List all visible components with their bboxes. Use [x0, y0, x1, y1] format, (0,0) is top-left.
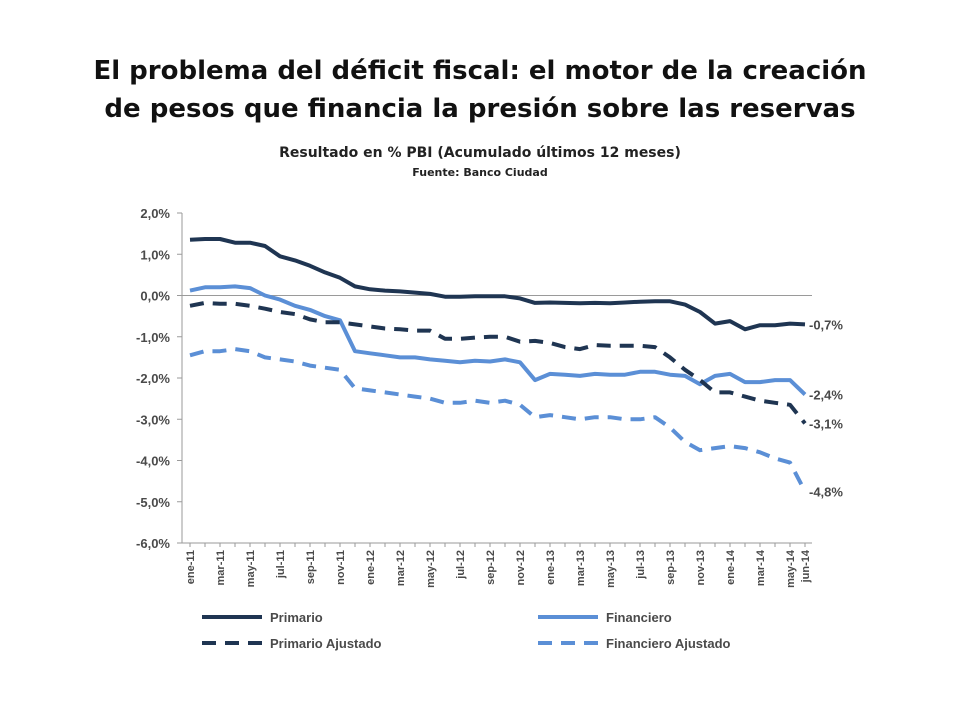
x-tick-label: ene-11 — [185, 550, 197, 584]
x-tick-label: may-14 — [785, 549, 797, 588]
chart-axes: 2,0% 1,0% 0,0% -1,0% -2,0% -3,0% -4,0% -5,0% -6,… — [136, 206, 812, 588]
chart-title-line-1: El problema del déficit fiscal: el motor… — [93, 56, 867, 86]
x-tick-label: jul-13 — [635, 550, 647, 580]
x-tick-label: may-13 — [605, 550, 617, 588]
y-tick-label: 1,0% — [140, 247, 170, 262]
end-value-label: -0,7% — [809, 317, 843, 332]
chart-legend: Primario Financiero Primario Ajustado Finan… — [202, 610, 731, 651]
x-tick-label: jul-11 — [275, 550, 287, 579]
x-tick-label: ene-12 — [365, 550, 377, 585]
x-tick-label: nov-11 — [335, 550, 347, 585]
chart-source: Fuente: Banco Ciudad — [412, 166, 548, 179]
chart-series-lines — [189, 237, 807, 493]
x-tick-label: sep-13 — [665, 550, 677, 585]
y-tick-label: -3,0% — [136, 412, 170, 427]
x-tick-label: mar-11 — [215, 550, 227, 585]
x-tick-label: jun-14 — [800, 549, 812, 583]
chart-title: El problema del déficit fiscal: el motor… — [0, 52, 960, 128]
series-line-primario-ajustado — [189, 300, 807, 425]
x-tick-label: mar-13 — [575, 550, 587, 586]
legend-label: Primario Ajustado — [270, 636, 382, 651]
y-tick-label: 0,0% — [140, 289, 170, 304]
chart-end-labels: -0,7% -2,4% -3,1% -4,8% — [809, 317, 843, 499]
end-value-label: -4,8% — [809, 484, 843, 499]
x-tick-label: ene-13 — [545, 550, 557, 585]
x-tick-label: nov-12 — [515, 550, 527, 585]
x-tick-label: sep-11 — [305, 550, 317, 584]
x-tick-label: may-12 — [425, 550, 437, 588]
series-line-financiero — [189, 284, 807, 396]
x-tick-label: may-11 — [245, 550, 257, 587]
x-tick-label: ene-14 — [725, 549, 737, 585]
x-tick-label: sep-12 — [485, 550, 497, 585]
end-value-label: -3,1% — [809, 416, 843, 431]
y-tick-label: -1,0% — [136, 330, 170, 345]
legend-label: Financiero Ajustado — [606, 636, 731, 651]
y-tick-label: -2,0% — [136, 371, 170, 386]
legend-label: Financiero — [606, 610, 672, 625]
x-tick-label: jul-12 — [455, 550, 467, 580]
x-tick-label: mar-12 — [395, 550, 407, 586]
chart-title-line-2: de pesos que financia la presión sobre l… — [104, 94, 856, 124]
x-tick-label: mar-14 — [755, 549, 767, 586]
series-line-financiero-ajustado — [189, 347, 807, 493]
y-tick-label: -4,0% — [136, 454, 170, 469]
end-value-label: -2,4% — [809, 388, 843, 403]
chart-subtitle: Resultado en % PBI (Acumulado últimos 12… — [279, 145, 681, 161]
legend-label: Primario — [270, 610, 323, 625]
y-tick-label: -5,0% — [136, 495, 170, 510]
x-tick-label: nov-13 — [695, 550, 707, 585]
y-tick-label: 2,0% — [140, 206, 170, 221]
y-tick-label: -6,0% — [136, 536, 170, 551]
series-line-primario — [189, 237, 806, 332]
